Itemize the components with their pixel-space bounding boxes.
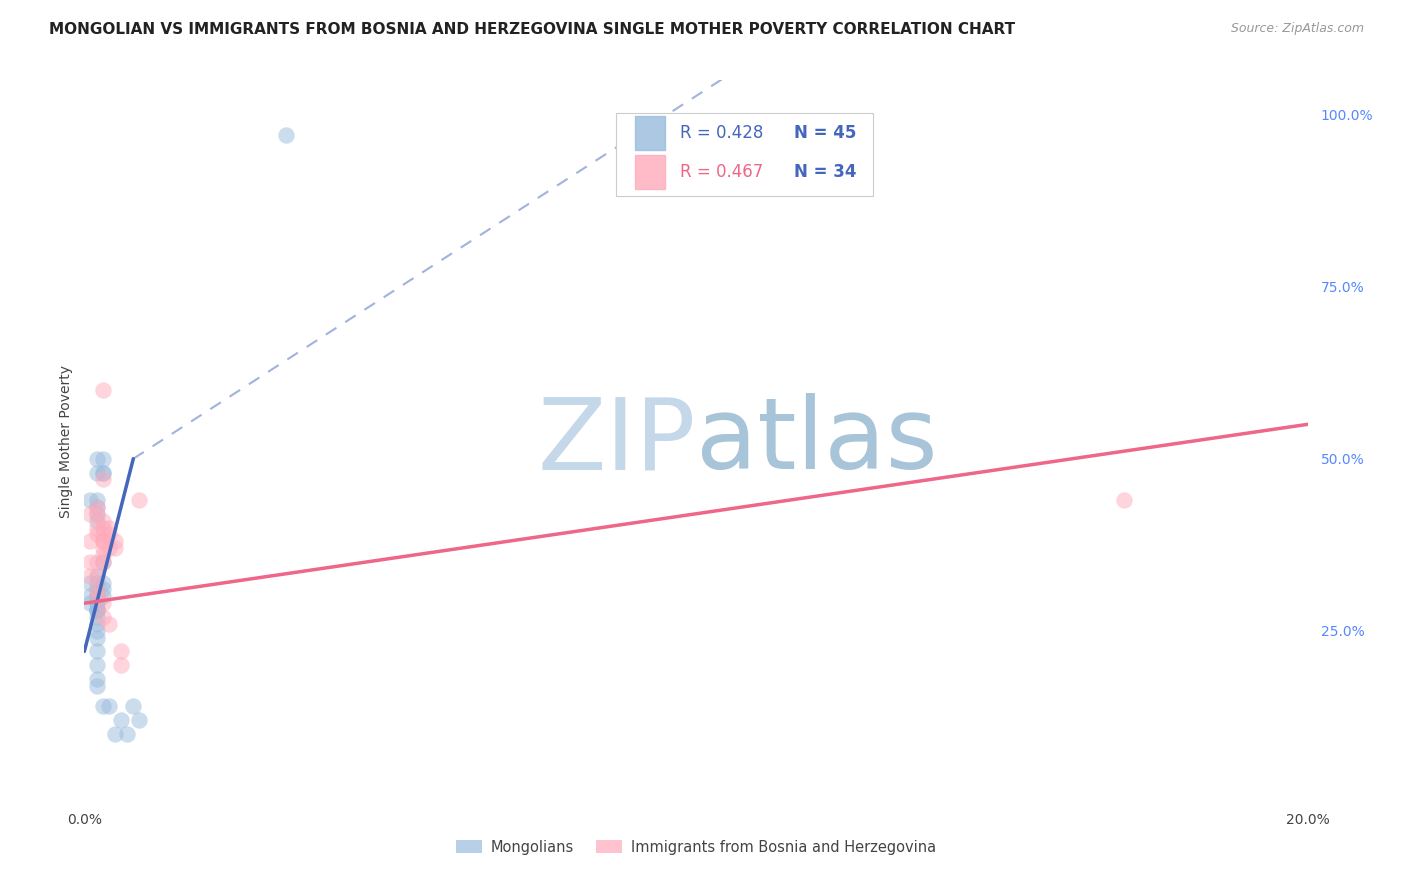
Point <box>104 534 127 549</box>
Point <box>86 514 108 528</box>
Point <box>79 596 101 610</box>
Point <box>86 520 108 534</box>
Point <box>86 590 108 604</box>
Point <box>86 679 108 693</box>
Point <box>97 520 120 534</box>
Point <box>104 727 127 741</box>
Point <box>86 631 108 645</box>
Point <box>91 514 114 528</box>
Point <box>86 658 108 673</box>
Point <box>91 383 114 397</box>
Point <box>110 644 132 658</box>
Point <box>86 451 108 466</box>
Point <box>86 596 108 610</box>
Point <box>91 596 114 610</box>
Point <box>91 527 114 541</box>
FancyBboxPatch shape <box>636 154 665 189</box>
Point <box>91 555 114 569</box>
Point <box>86 500 108 514</box>
Point <box>79 590 101 604</box>
Point <box>79 493 101 508</box>
Point <box>115 727 138 741</box>
Point <box>91 472 114 486</box>
Text: R = 0.467: R = 0.467 <box>681 163 763 181</box>
Point <box>91 520 114 534</box>
Point <box>86 507 108 521</box>
Point <box>86 527 108 541</box>
Point <box>91 555 114 569</box>
Y-axis label: Single Mother Poverty: Single Mother Poverty <box>59 365 73 518</box>
Point <box>91 610 114 624</box>
Point <box>86 596 108 610</box>
FancyBboxPatch shape <box>616 112 873 196</box>
Point <box>91 534 114 549</box>
Point <box>86 624 108 638</box>
Point <box>79 575 101 590</box>
Point <box>91 466 114 480</box>
Point <box>97 527 120 541</box>
Text: N = 45: N = 45 <box>794 124 856 142</box>
Text: atlas: atlas <box>696 393 938 490</box>
Point <box>79 555 101 569</box>
Point <box>91 575 114 590</box>
Text: R = 0.428: R = 0.428 <box>681 124 763 142</box>
Point <box>91 466 114 480</box>
Point <box>79 507 101 521</box>
Point <box>91 548 114 562</box>
Point <box>86 672 108 686</box>
Point <box>91 451 114 466</box>
Point <box>110 658 132 673</box>
Point <box>97 616 120 631</box>
Point <box>86 568 108 582</box>
Point <box>128 493 150 508</box>
FancyBboxPatch shape <box>636 116 665 151</box>
Legend: Mongolians, Immigrants from Bosnia and Herzegovina: Mongolians, Immigrants from Bosnia and H… <box>450 834 942 861</box>
Text: Source: ZipAtlas.com: Source: ZipAtlas.com <box>1230 22 1364 36</box>
Point <box>86 582 108 597</box>
Point <box>86 466 108 480</box>
Point <box>86 582 108 597</box>
Point <box>276 128 298 143</box>
Point <box>86 616 108 631</box>
Point <box>86 507 108 521</box>
Text: MONGOLIAN VS IMMIGRANTS FROM BOSNIA AND HERZEGOVINA SINGLE MOTHER POVERTY CORREL: MONGOLIAN VS IMMIGRANTS FROM BOSNIA AND … <box>49 22 1015 37</box>
Point <box>86 644 108 658</box>
Point <box>86 603 108 617</box>
Text: ZIP: ZIP <box>537 393 696 490</box>
Point <box>79 534 101 549</box>
Point <box>128 713 150 727</box>
Point <box>86 555 108 569</box>
Point <box>97 699 120 714</box>
Text: N = 34: N = 34 <box>794 163 856 181</box>
Point <box>86 568 108 582</box>
Point <box>91 534 114 549</box>
Point <box>1114 493 1136 508</box>
Point <box>91 541 114 556</box>
Point <box>91 582 114 597</box>
Point <box>91 590 114 604</box>
Point <box>79 568 101 582</box>
Point <box>86 590 108 604</box>
Point <box>91 699 114 714</box>
Point <box>122 699 145 714</box>
Point <box>104 541 127 556</box>
Point <box>86 603 108 617</box>
Point <box>86 603 108 617</box>
Point <box>86 603 108 617</box>
Point <box>110 713 132 727</box>
Point <box>86 590 108 604</box>
Point <box>86 610 108 624</box>
Point <box>97 541 120 556</box>
Point <box>86 590 108 604</box>
Point <box>86 493 108 508</box>
Point <box>86 500 108 514</box>
Point <box>86 575 108 590</box>
